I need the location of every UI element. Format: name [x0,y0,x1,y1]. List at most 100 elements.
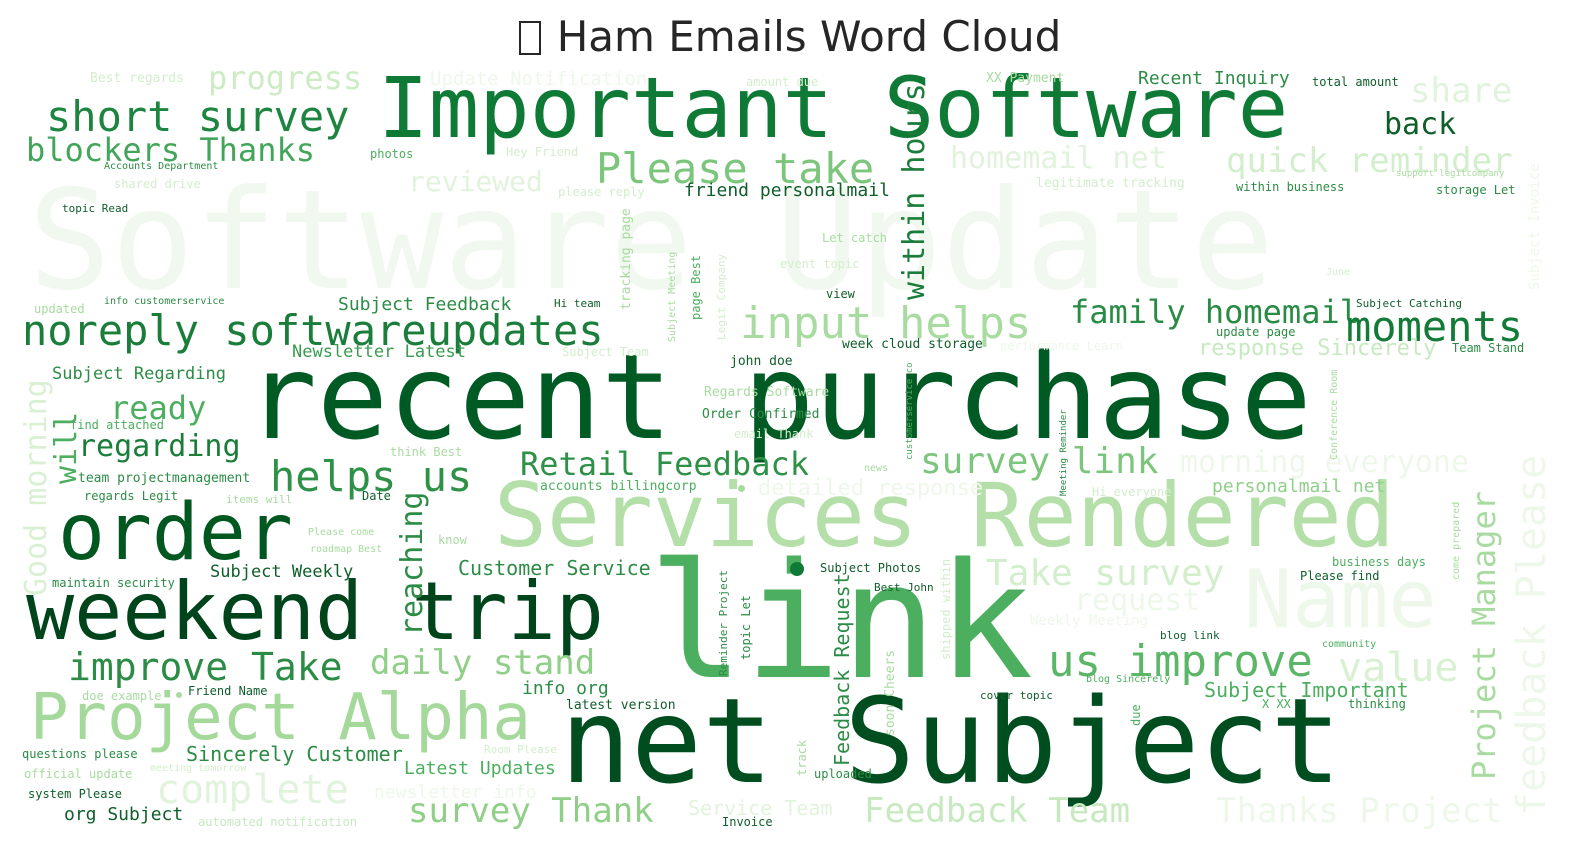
word-improve-take: improve Take [68,645,343,689]
word-ready: ready [110,389,207,427]
word-conference-room: Conference Room [1329,369,1340,460]
word-info-org: info org [522,678,609,699]
chart-title: Ham Emails Word Cloud [0,12,1580,61]
word-link: link [648,528,1034,715]
word-latest-updates: Latest Updates [404,758,556,779]
word-business-days: business days [1332,555,1426,569]
word-weekly-meeting: Weekly Meeting [1030,613,1149,629]
word-meeting-tomorrow: meeting tomorrow [150,763,247,774]
word-input-helps: input helps [740,298,1032,349]
dot-mark [790,562,804,576]
word-cover-topic: cover topic [980,689,1053,702]
word-complete: complete [156,767,349,813]
word-invoice: Invoice [722,815,773,829]
word-friend-name: Friend Name [188,684,268,698]
word-subject-regarding: Subject Regarding [52,364,226,384]
word-due: due [1129,704,1143,726]
word-survey-thank: survey Thank [408,791,654,831]
word-reaching: reaching [395,491,430,637]
word-x-xx: X XX [1262,697,1291,711]
word-legit-company: Legit Company [715,253,728,340]
word-total-amount: total amount [1312,75,1399,89]
word-meeting-reminder: Meeting Reminder [1059,409,1069,496]
word-org-subject: org Subject [64,804,184,825]
word-good-morning: Good morning [19,379,54,596]
word-team-stand: Team Stand [1452,341,1525,355]
word-john-doe: john doe [730,354,793,369]
word-blog-link: blog link [1160,629,1220,642]
word-roadmap-best: roadmap Best [310,544,383,555]
word-room-please: Room Please [484,743,557,756]
word-event-topic: event topic [780,257,860,271]
word-project-alpha: Project Alpha [30,681,531,755]
word-latest-version: latest version [566,698,676,713]
word-weekend-trip: weekend trip [26,565,604,658]
word-service-team: Service Team [688,796,833,820]
word-recent-inquiry: Recent Inquiry [1138,68,1290,89]
word-feedback-team: Feedback Team [864,791,1131,831]
chart-title-text: Ham Emails Word Cloud [556,12,1062,61]
word-please-find: Please find [1300,569,1380,583]
word-services-rendered: Services Rendered [494,464,1395,567]
word-june: June [1326,267,1351,278]
word-net-subject: net Subject [560,672,1342,810]
word-reviewed: reviewed [408,165,543,198]
word-morning-everyone: morning everyone [1180,445,1469,480]
word-please-come: Please come [308,527,375,538]
word-amount-due: amount due [746,75,819,89]
word-regards-software: Regards Software [704,385,830,400]
word-hi-everyone: Hi everyone [1092,485,1172,499]
word-view: view [826,287,855,301]
word-feedback-request: Feedback Request [830,573,854,766]
word-updated: updated [34,302,85,316]
word-reminder-project: Reminder Project [717,570,730,676]
word-regarding: regarding [78,429,241,464]
word-community: community [1322,639,1377,650]
word-subject-feedback: Subject Feedback [338,294,512,315]
word-customerservice-co: customerservice co [905,362,915,460]
word-survey-link: survey link [920,441,1159,482]
word-automated-notification: automated notification [198,815,357,829]
word-please-reply: please reply [558,185,645,199]
word-project-manager: Project Manager [1465,491,1503,780]
word-think-best: think Best [390,445,463,459]
word-within-hours: within hours [897,83,932,300]
word-blockers-thanks: blockers Thanks [26,131,315,169]
word-retail-feedback: Retail Feedback [520,445,809,483]
word-uploaded: uploaded [814,767,872,781]
word-team-projectmanagement: team projectmanagement [78,471,251,486]
word-friend-personalmail: friend personalmail [684,180,890,201]
word-within-business: within business [1236,180,1345,194]
word-important-software: Important Software [378,59,1289,157]
word-come-prepared: come prepared [1451,501,1462,580]
word-share: share [1410,71,1513,111]
word-let-catch: Let catch [822,231,888,245]
word-will: will [49,411,84,484]
word-sincerely-customer: Sincerely Customer [186,742,403,766]
word-xx-payment: XX Payment [986,71,1065,86]
word-newsletter-latest: Newsletter Latest [292,342,466,362]
word-doe-example: doe example [82,689,162,703]
word-track: track [795,739,809,776]
word-software-update: Software Update [28,160,1275,321]
word-shipped-within: shipped within [939,558,953,660]
word-legitimate-tracking: legitimate tracking [1036,176,1185,191]
word-thinking: thinking [1348,697,1406,711]
word-update-page: update page [1216,325,1296,339]
word-soon-cheers: soon Cheers [883,649,898,736]
word-thanks-project: Thanks Project [1216,791,1503,831]
word-best-john: Best John [874,581,934,594]
word-know: know [438,533,467,547]
word-hey-friend: Hey Friend [506,145,579,159]
word-short-survey: short survey [46,92,350,141]
word-detailed-response: detailed response [758,476,984,501]
word-order-confirmed: Order Confirmed [702,407,820,422]
word-update-notification: Update Notification [430,68,648,90]
word-subject-invoice: Subject Invoice [1527,163,1543,290]
word-subject-team: Subject Team [562,345,649,359]
missing-glyph-icon [518,21,541,55]
word-accounts-billingcorp: accounts billingcorp [540,479,697,494]
word-moments: moments [1346,302,1524,351]
word-week-cloud-storage: week cloud storage [842,337,983,352]
word-topic-let: topic Let [739,594,753,660]
